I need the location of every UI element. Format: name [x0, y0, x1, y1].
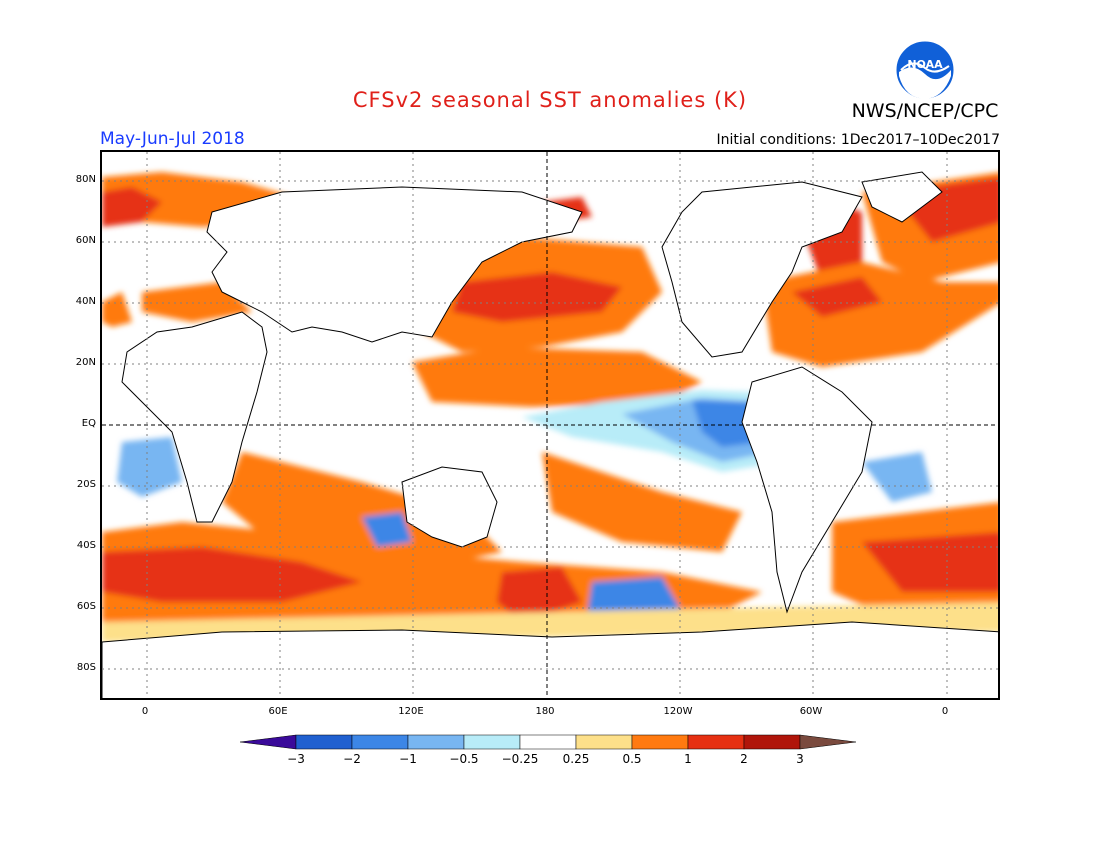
lon-label-0: 0 — [141, 706, 149, 717]
colorbar-cell — [519, 734, 577, 750]
season-label: May-Jun-Jul 2018 — [100, 129, 245, 149]
lat-label-40n: 40N — [75, 296, 96, 307]
colorbar-cell — [295, 734, 353, 750]
lat-label-20s: 20S — [76, 479, 96, 490]
colorbar-cell — [575, 734, 633, 750]
lon-label-60w: 60W — [799, 706, 823, 717]
anomaly-fields — [102, 172, 998, 642]
colorbar-label: −0.25 — [501, 752, 539, 766]
lon-label-60e: 60E — [268, 706, 288, 717]
lon-label-0-east: 0 — [941, 706, 949, 717]
lat-label-80s: 80S — [76, 662, 96, 673]
lat-label-eq: EQ — [81, 418, 96, 429]
colorbar-label: −1 — [399, 752, 417, 766]
colorbar-arrow-high — [799, 734, 857, 750]
colorbar — [240, 734, 857, 750]
lon-label-120w: 120W — [663, 706, 693, 717]
colorbar-label: −2 — [343, 752, 361, 766]
agency-label: NWS/NCEP/CPC — [851, 100, 999, 122]
logo-text: NOAA — [907, 58, 943, 71]
noaa-logo: NOAA — [895, 40, 955, 100]
colorbar-cell — [351, 734, 409, 750]
colorbar-cell — [631, 734, 689, 750]
colorbar-cell — [743, 734, 801, 750]
colorbar-label: 0.5 — [622, 752, 642, 766]
graticule — [102, 152, 998, 698]
colorbar-cell — [407, 734, 465, 750]
lon-label-120e: 120E — [398, 706, 424, 717]
continents — [102, 171, 998, 698]
lat-label-60n: 60N — [75, 235, 96, 246]
colorbar-cell — [463, 734, 521, 750]
lon-label-180: 180 — [535, 706, 555, 717]
colorbar-cells — [240, 734, 857, 750]
colorbar-label: −3 — [287, 752, 305, 766]
lat-label-80n: 80N — [75, 174, 96, 185]
colorbar-label: 3 — [796, 752, 804, 766]
map-title: CFSv2 seasonal SST anomalies (K) — [352, 88, 748, 112]
lat-label-60s: 60S — [76, 601, 96, 612]
lat-label-40s: 40S — [76, 540, 96, 551]
colorbar-label: 2 — [740, 752, 748, 766]
sst-anomaly-map — [100, 150, 1000, 700]
colorbar-arrow-low — [240, 734, 297, 750]
colorbar-label: 1 — [684, 752, 692, 766]
lat-label-20n: 20N — [75, 357, 96, 368]
initial-conditions-label: Initial conditions: 1Dec2017–10Dec2017 — [716, 132, 1000, 148]
colorbar-label: 0.25 — [562, 752, 590, 766]
map-svg — [102, 152, 998, 698]
colorbar-label: −0.5 — [449, 752, 479, 766]
colorbar-cell — [687, 734, 745, 750]
equator-dateline — [102, 152, 998, 698]
